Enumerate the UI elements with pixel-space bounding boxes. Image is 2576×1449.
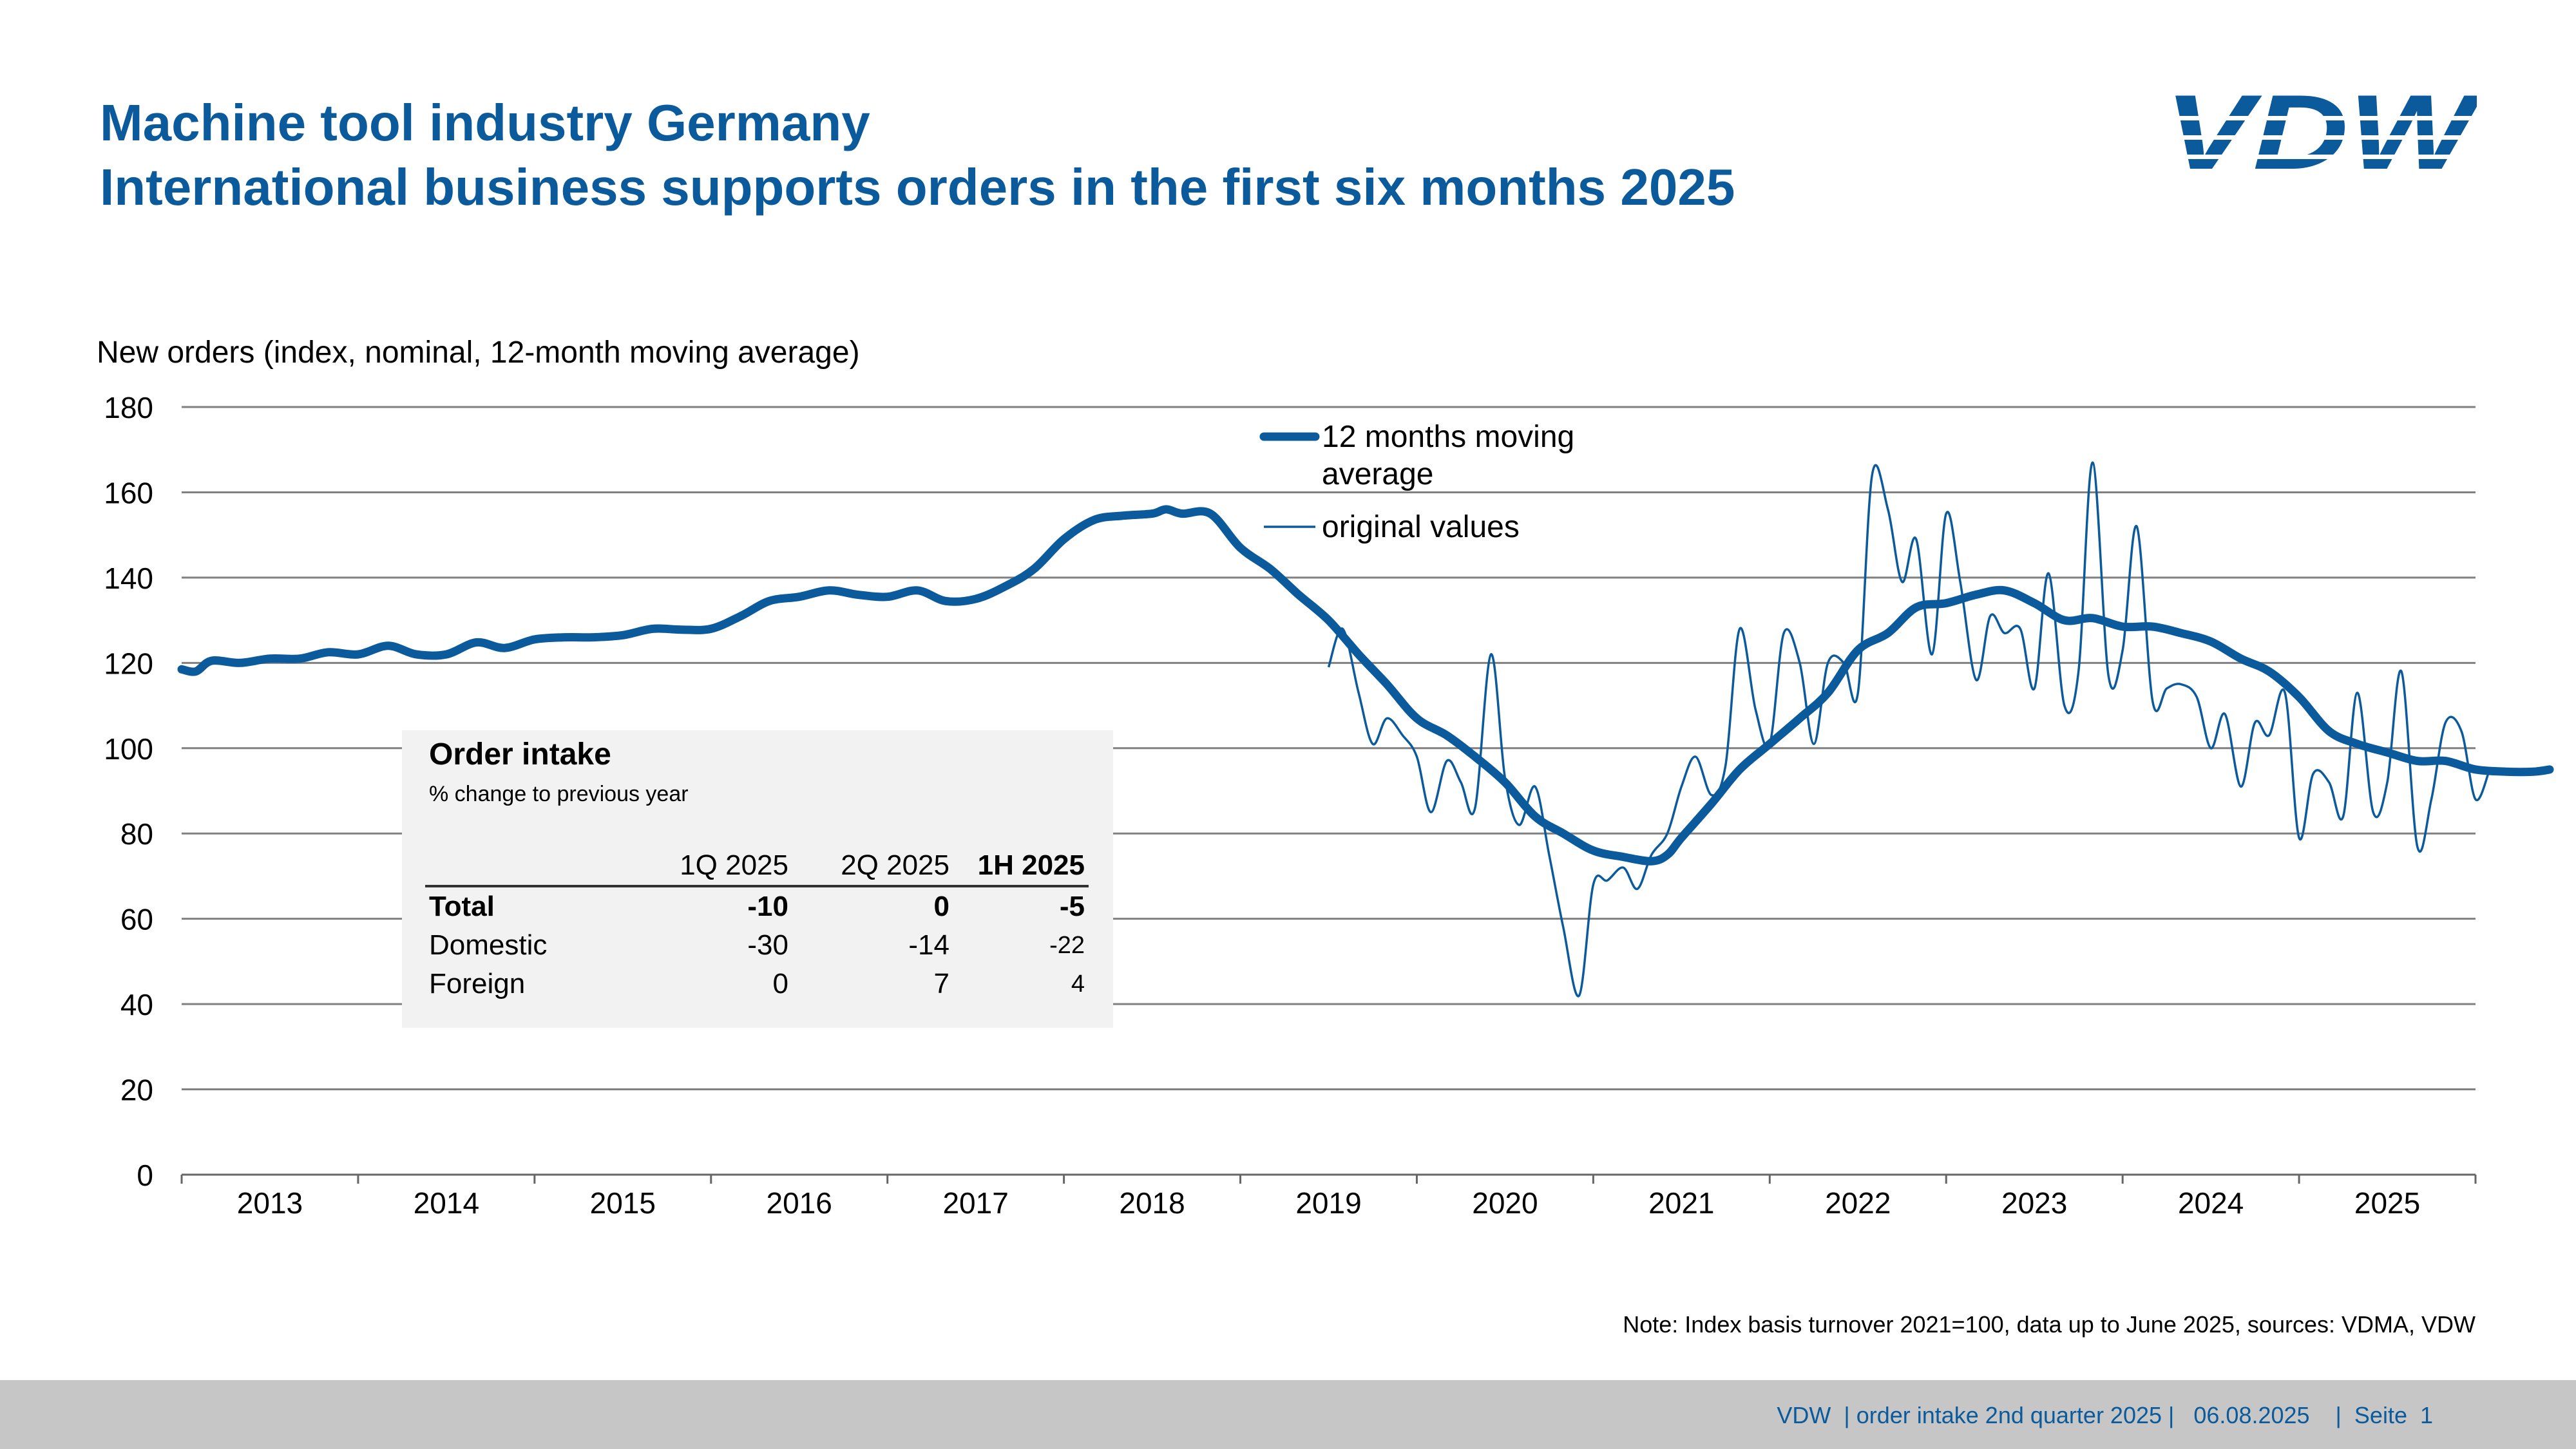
y-tick-label: 160	[104, 476, 153, 509]
table-cell: 0	[772, 968, 788, 999]
series-line-original-values	[1327, 461, 2491, 998]
x-tick-label: 2021	[1648, 1186, 1714, 1220]
y-tick-label: 0	[137, 1159, 153, 1192]
table-cell: 4	[1071, 970, 1085, 998]
x-tick-label: 2022	[1825, 1186, 1891, 1220]
y-tick-label: 120	[104, 647, 153, 680]
row-label: Domestic	[429, 929, 548, 961]
column-header: 1Q 2025	[631, 846, 792, 887]
y-tick-label: 80	[120, 817, 153, 851]
y-tick-label: 140	[104, 562, 153, 595]
table-row: Total -10 0 -5	[425, 886, 1089, 926]
y-axis-label: New orders (index, nominal, 12-month mov…	[97, 336, 860, 370]
vdw-logo: VDW	[2161, 90, 2477, 180]
x-tick-label: 2020	[1472, 1186, 1538, 1220]
order-intake-table: 1Q 2025 2Q 2025 1H 2025 Total -10 0 -5 D…	[425, 846, 1089, 1003]
table-cell: 0	[933, 891, 949, 922]
table-cell: -14	[908, 929, 949, 961]
x-tick-label: 2014	[414, 1186, 479, 1220]
table-cell: -10	[747, 891, 788, 922]
x-tick-label: 2018	[1119, 1186, 1185, 1220]
row-label: Foreign	[429, 968, 526, 999]
y-tick-label: 100	[104, 732, 153, 766]
y-tick-label: 180	[104, 391, 153, 424]
row-label: Total	[429, 891, 495, 922]
page-subtitle: International business supports orders i…	[100, 158, 1735, 216]
x-tick-label: 2016	[767, 1186, 832, 1220]
table-cell: -30	[747, 929, 788, 961]
y-tick-label: 40	[120, 988, 153, 1021]
order-intake-title: Order intake	[429, 737, 611, 772]
table-cell: -22	[1049, 931, 1085, 959]
series-line-moving-average	[177, 505, 2554, 866]
column-header: 1H 2025	[953, 846, 1089, 887]
x-tick-label: 2013	[237, 1186, 303, 1220]
x-tick-label: 2019	[1295, 1186, 1361, 1220]
x-tick-label: 2023	[2001, 1186, 2067, 1220]
legend-label-moving-average: 12 months moving average	[1322, 420, 1574, 491]
column-header: 2Q 2025	[792, 846, 953, 887]
x-tick-label: 2025	[2354, 1186, 2420, 1220]
source-note: Note: Index basis turnover 2021=100, dat…	[1623, 1311, 2476, 1338]
x-tick-label: 2017	[942, 1186, 1008, 1220]
table-row: Foreign 0 7 4	[425, 965, 1089, 1003]
table-cell: 7	[933, 968, 949, 999]
order-intake-subtitle: % change to previous year	[429, 782, 689, 806]
y-tick-label: 20	[120, 1074, 153, 1107]
order-intake-header-row: 1Q 2025 2Q 2025 1H 2025	[425, 846, 1089, 887]
column-header-empty	[425, 846, 631, 887]
x-tick-label: 2015	[590, 1186, 656, 1220]
footer-bar: VDW | order intake 2nd quarter 2025 | 06…	[0, 1380, 2576, 1449]
order-intake-box: Order intake % change to previous year 1…	[402, 730, 1113, 1028]
table-cell: -5	[1059, 891, 1085, 922]
legend-label-original-values: original values	[1322, 510, 1520, 544]
y-tick-label: 60	[120, 903, 153, 936]
page-title: Machine tool industry Germany	[100, 94, 870, 151]
x-tick-label: 2024	[2178, 1186, 2244, 1220]
footer-text: VDW | order intake 2nd quarter 2025 | 06…	[1777, 1402, 2433, 1428]
table-row: Domestic -30 -14 -22	[425, 926, 1089, 965]
